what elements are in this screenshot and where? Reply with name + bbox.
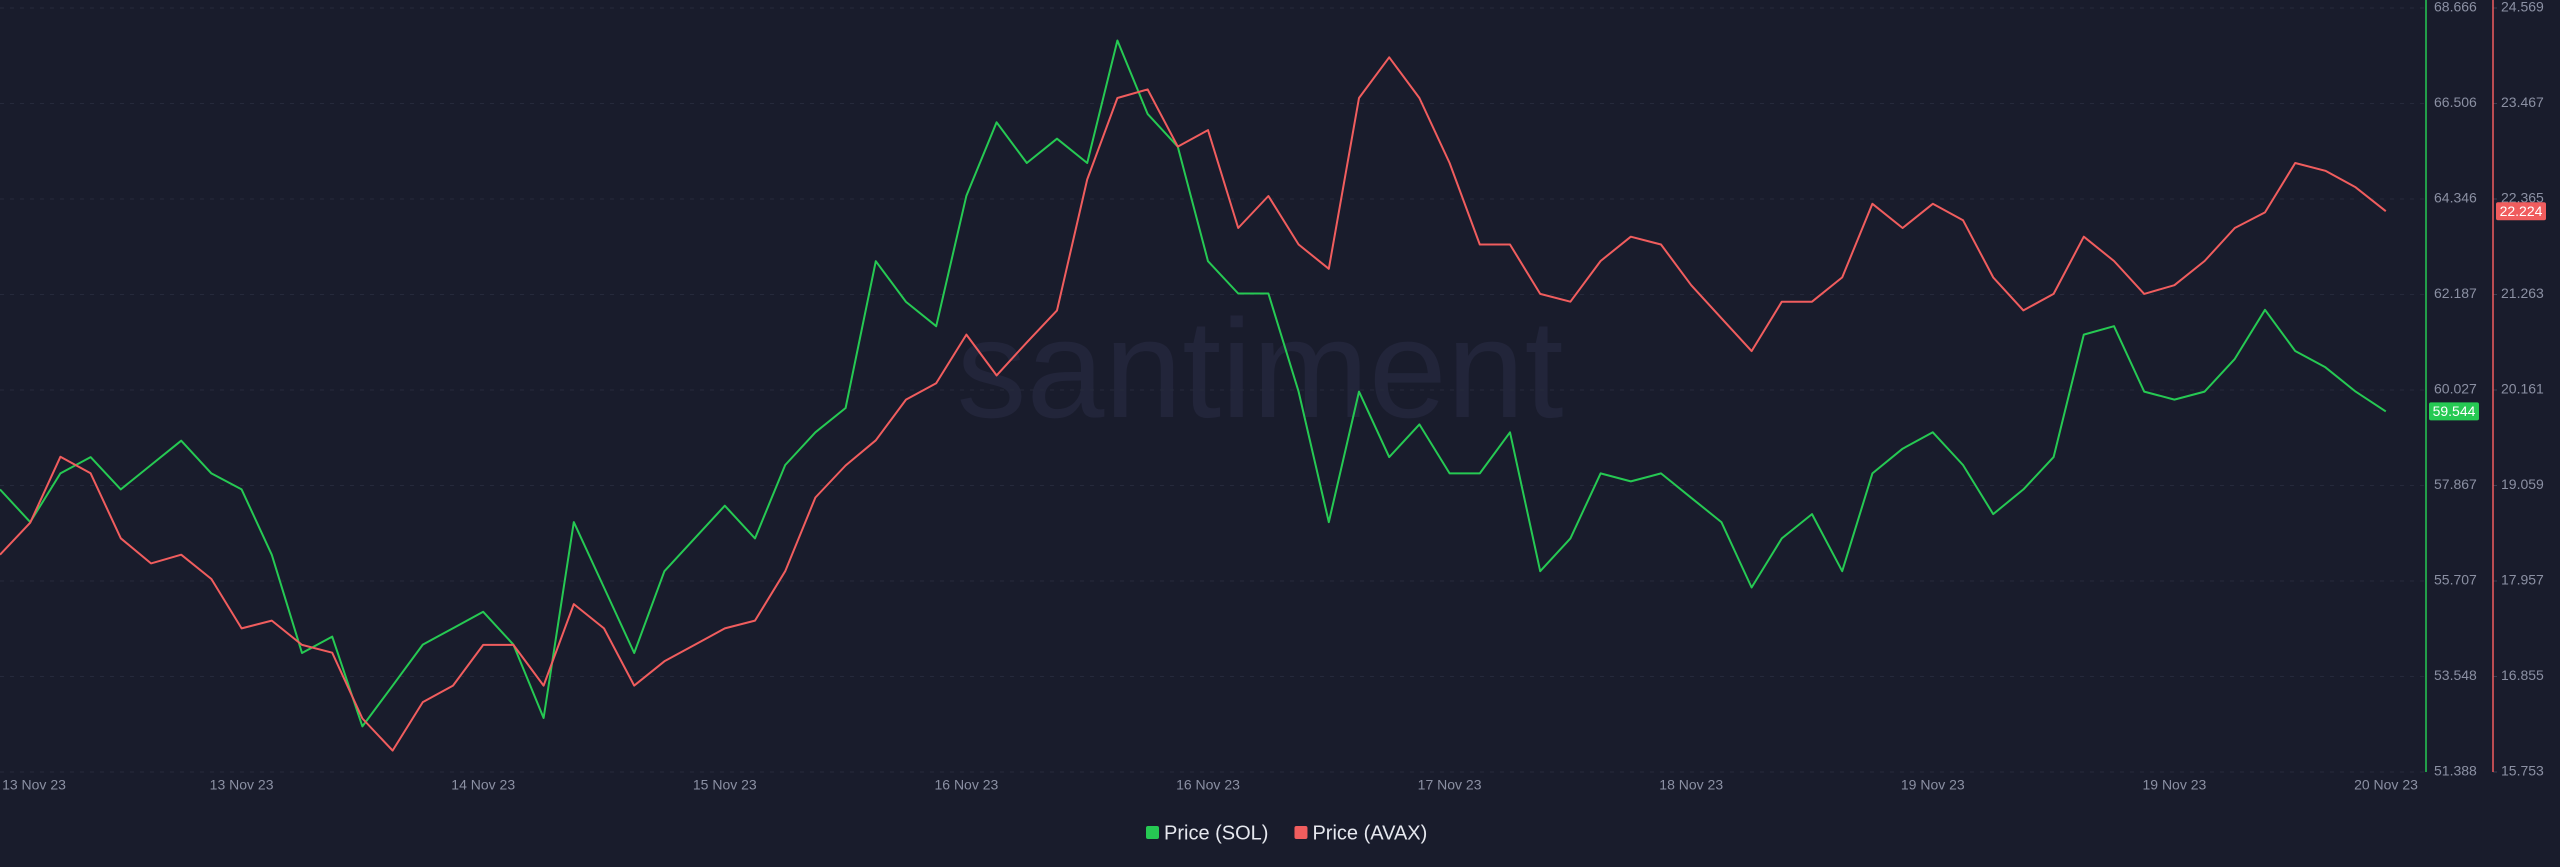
y2-tick-label: 23.467 [2501, 94, 2544, 110]
y-tick-label: 64.346 [2434, 190, 2477, 206]
y2-tick-label: 21.263 [2501, 285, 2544, 301]
y-tick-label: 60.027 [2434, 381, 2477, 397]
legend-swatch[interactable] [1146, 826, 1159, 839]
y2-tick-label: 20.161 [2501, 381, 2544, 397]
x-tick-label: 19 Nov 23 [2142, 777, 2206, 793]
y-tick-label: 53.548 [2434, 667, 2477, 683]
series-line [0, 56, 2387, 752]
y-tick-label: 66.506 [2434, 94, 2477, 110]
last-value-badge [2429, 402, 2479, 421]
y-tick-label: 57.867 [2434, 476, 2477, 492]
x-tick-label: 13 Nov 23 [210, 777, 274, 793]
series-line [0, 39, 2387, 728]
y2-tick-label: 19.059 [2501, 476, 2544, 492]
y2-tick-label: 16.855 [2501, 667, 2544, 683]
last-value-label: 22.224 [2500, 203, 2543, 219]
y2-tick-label: 22.365 [2501, 190, 2544, 206]
y2-tick-label: 15.753 [2501, 763, 2544, 779]
x-tick-label: 16 Nov 23 [934, 777, 998, 793]
watermark: santiment [957, 290, 1564, 447]
x-tick-label: 13 Nov 23 [2, 777, 66, 793]
y-tick-label: 62.187 [2434, 285, 2477, 301]
x-tick-label: 15 Nov 23 [693, 777, 757, 793]
x-tick-label: 18 Nov 23 [1659, 777, 1723, 793]
y2-tick-label: 24.569 [2501, 0, 2544, 15]
legend-label[interactable]: Price (AVAX) [1312, 822, 1427, 844]
y2-tick-label: 17.957 [2501, 572, 2544, 588]
x-tick-label: 19 Nov 23 [1901, 777, 1965, 793]
last-value-label: 59.544 [2433, 403, 2476, 419]
x-tick-label: 14 Nov 23 [451, 777, 515, 793]
x-tick-label: 20 Nov 23 [2354, 777, 2418, 793]
y-tick-label: 55.707 [2434, 572, 2477, 588]
legend-label[interactable]: Price (SOL) [1164, 822, 1268, 844]
x-tick-label: 16 Nov 23 [1176, 777, 1240, 793]
x-tick-label: 17 Nov 23 [1418, 777, 1482, 793]
last-value-badge [2496, 202, 2546, 221]
y-tick-label: 68.666 [2434, 0, 2477, 15]
y-tick-label: 51.388 [2434, 763, 2477, 779]
legend-swatch[interactable] [1294, 826, 1308, 839]
